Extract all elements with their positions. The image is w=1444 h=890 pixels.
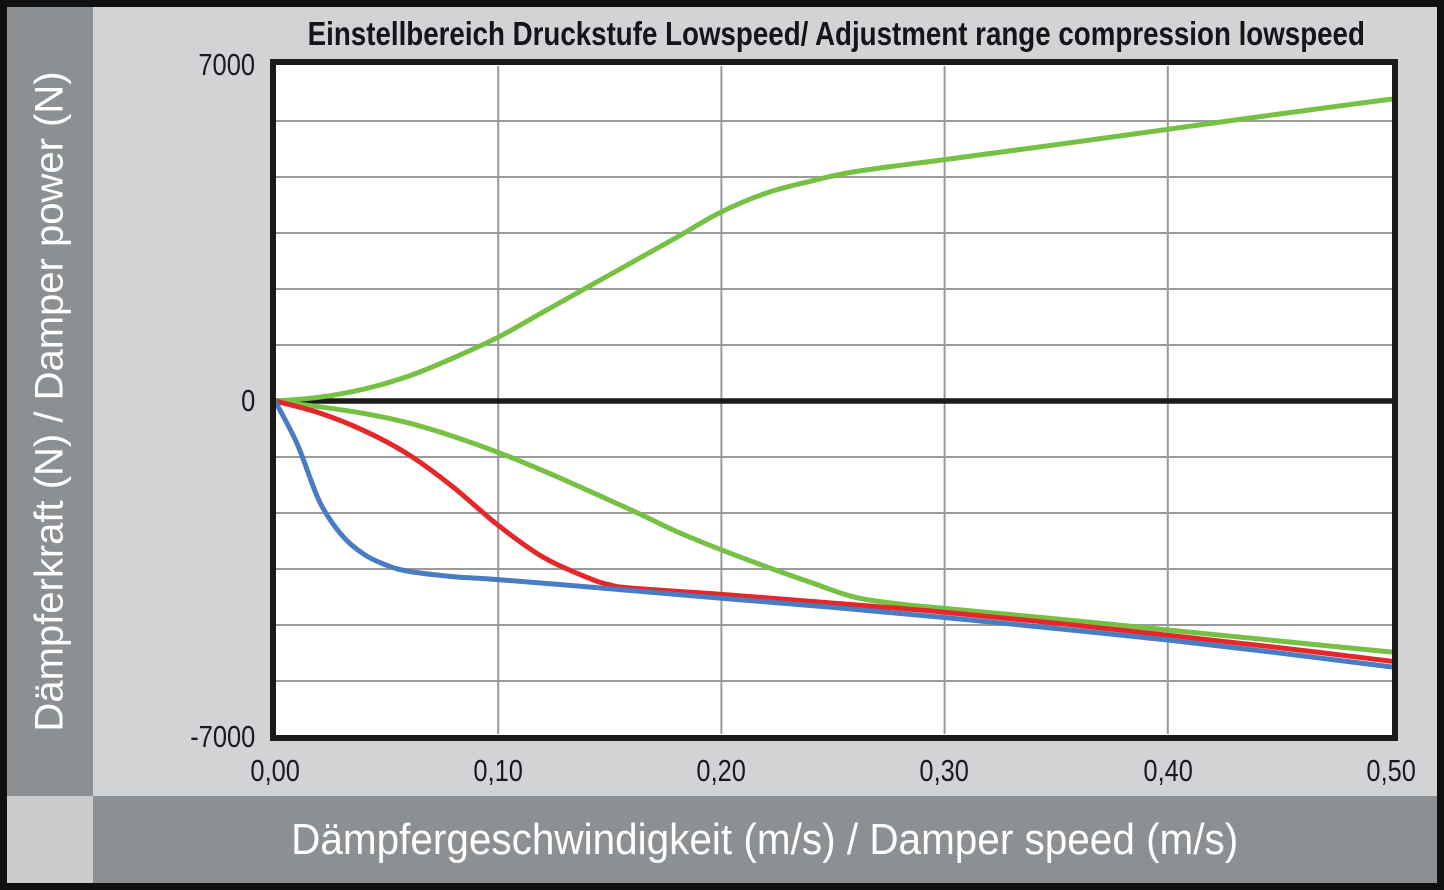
corner-cell [7, 796, 93, 883]
chart-title: Einstellbereich Druckstufe Lowspeed/ Adj… [277, 11, 1395, 57]
y-tick-label: -7000 [189, 719, 255, 754]
chart-title-text: Einstellbereich Druckstufe Lowspeed/ Adj… [307, 15, 1365, 52]
x-tick-label: 0,30 [919, 753, 970, 788]
x-tick-label: 0,20 [696, 753, 747, 788]
x-tick-label: 0,40 [1143, 753, 1193, 788]
x-tick-label: 0,50 [1366, 753, 1416, 788]
y-axis-title: Dämpferkraft (N) / Damper power (N) [27, 71, 72, 732]
y-tick-label: 7000 [198, 47, 255, 82]
x-tick-label: 0,10 [473, 753, 523, 788]
y-tick-label: 0 [240, 383, 255, 418]
y-axis-band: Dämpferkraft (N) / Damper power (N) [7, 7, 93, 796]
x-axis-title: Dämpfergeschwindigkeit (m/s) / Damper sp… [291, 814, 1239, 864]
x-tick-label: 0,00 [250, 753, 300, 788]
x-axis-band: Dämpfergeschwindigkeit (m/s) / Damper sp… [93, 796, 1437, 883]
